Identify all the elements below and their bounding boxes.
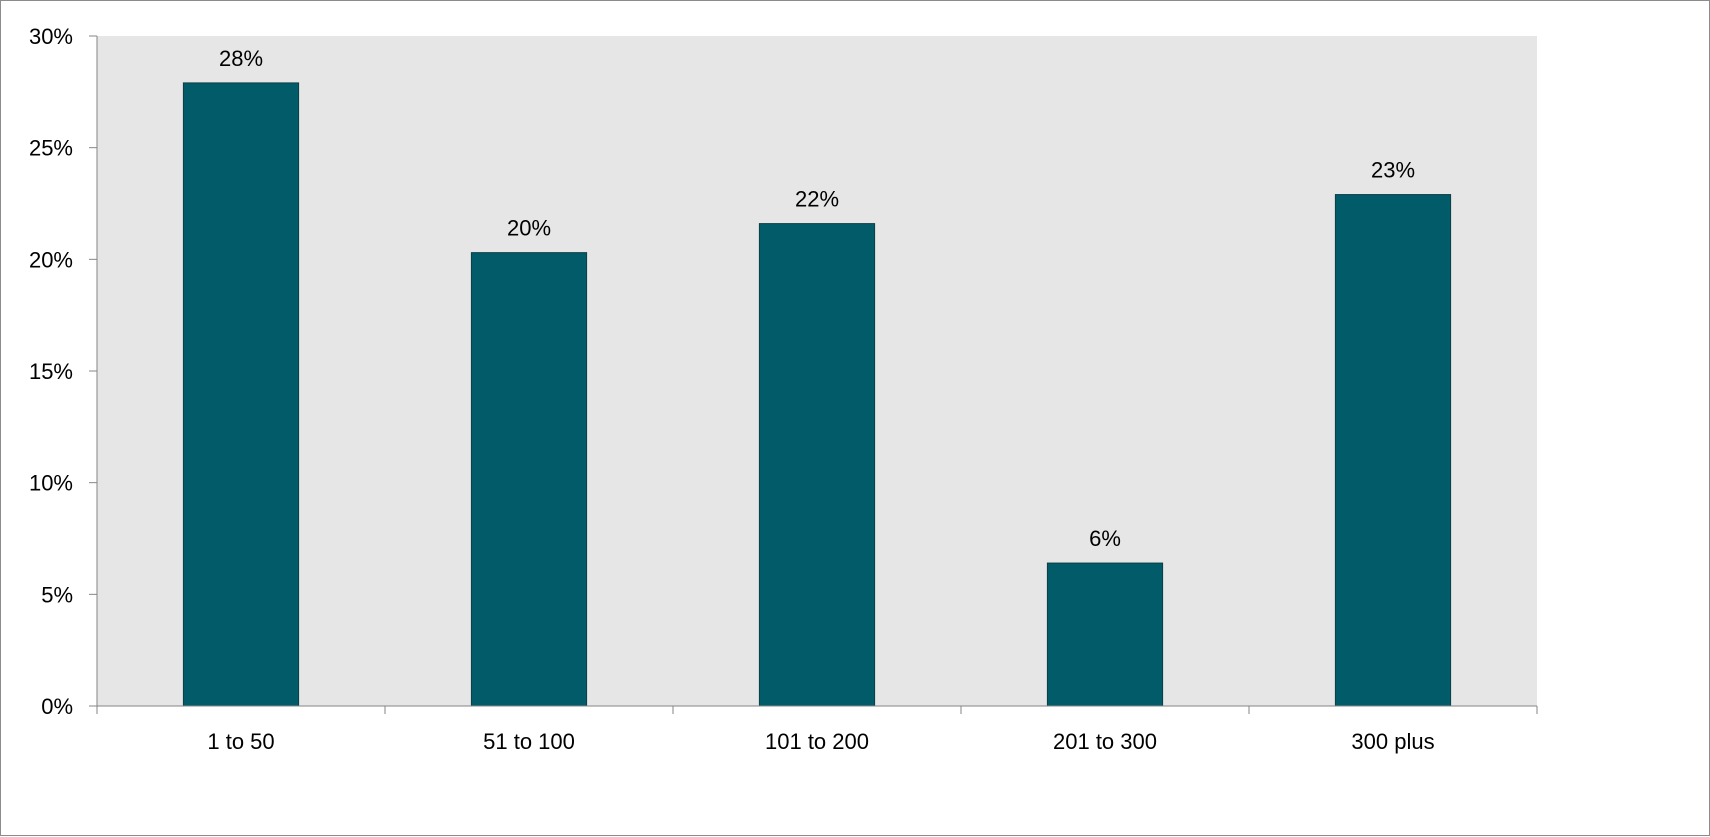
- y-tick-label-0: 0%: [41, 694, 73, 719]
- bar-4: [1334, 194, 1452, 707]
- x-tick-label-1: 51 to 100: [483, 729, 575, 754]
- data-label-3: 6%: [1089, 526, 1121, 551]
- bar-3: [1046, 562, 1164, 707]
- y-tick-label-3: 15%: [29, 359, 73, 384]
- y-tick-label-4: 20%: [29, 247, 73, 272]
- x-tick-label-4: 300 plus: [1351, 729, 1434, 754]
- data-label-4: 23%: [1371, 158, 1415, 183]
- bars-group: [182, 82, 1452, 707]
- bar-0: [182, 82, 300, 707]
- x-axis-ticks: 1 to 50 51 to 100 101 to 200 201 to 300 300 …: [96, 706, 1538, 754]
- y-tick-label-5: 25%: [29, 136, 73, 161]
- bar-1: [470, 252, 588, 707]
- y-tick-label-2: 10%: [29, 471, 73, 496]
- data-label-2: 22%: [795, 187, 839, 212]
- x-tick-label-3: 201 to 300: [1053, 729, 1157, 754]
- data-labels-group: 28% 20% 22% 6% 23%: [219, 46, 1415, 551]
- y-tick-label-6: 30%: [29, 24, 73, 49]
- y-tick-label-1: 5%: [41, 582, 73, 607]
- bar-2: [758, 223, 876, 707]
- y-axis-ticks: 0% 5% 10% 15% 20% 25% 30%: [29, 24, 97, 719]
- data-label-0: 28%: [219, 46, 263, 71]
- x-tick-label-2: 101 to 200: [765, 729, 869, 754]
- data-label-1: 20%: [507, 216, 551, 241]
- x-tick-label-0: 1 to 50: [207, 729, 274, 754]
